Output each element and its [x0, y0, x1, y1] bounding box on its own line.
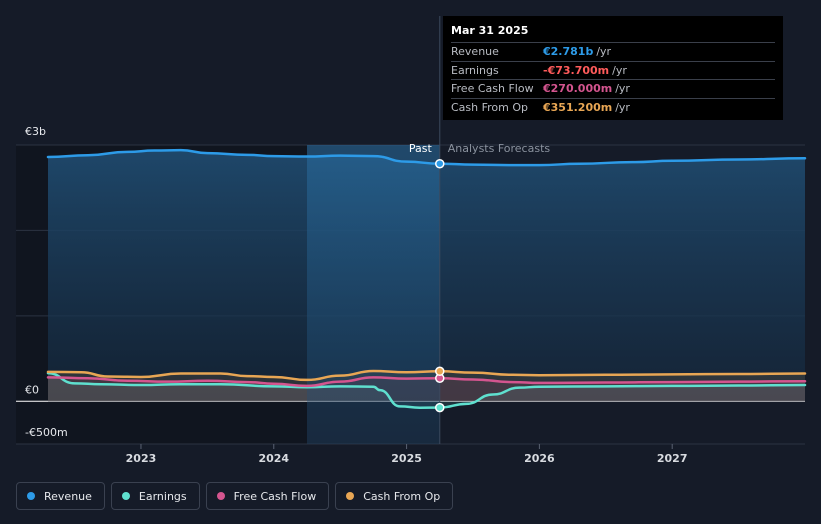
tooltip-label: Free Cash Flow: [451, 82, 534, 95]
marker-revenue: [435, 158, 445, 169]
legend-dot-icon: [346, 492, 355, 500]
legend-label: Cash From Op: [363, 489, 441, 503]
x-tick-label: 2025: [391, 452, 422, 465]
legend-label: Free Cash Flow: [233, 489, 317, 503]
tooltip-label: Earnings: [451, 63, 499, 77]
x-axis-ticks: 2023 2024 2025 2026 2027: [126, 444, 688, 465]
y-axis-label-top: €3b: [25, 125, 46, 138]
tooltip-value: €351.200m: [543, 100, 613, 114]
series-lines: [46, 148, 807, 409]
legend-label: Earnings: [138, 489, 187, 503]
tooltip-unit: /yr: [612, 63, 627, 77]
data-tooltip: Mar 31 2025 Revenue €2.781b /yr Earnings…: [443, 16, 783, 120]
chart-legend: Revenue Earnings Free Cash Flow Cash Fro…: [16, 482, 454, 512]
highlight-band: [306, 145, 440, 444]
tooltip-value: €2.781b: [543, 45, 594, 58]
tooltip-row-cash-from-op: Cash From Op €351.200m /yr: [451, 97, 775, 117]
x-tick-label: 2024: [258, 452, 289, 465]
tooltip-unit: /yr: [615, 100, 630, 114]
legend-label: Revenue: [44, 489, 92, 503]
legend-item-earnings[interactable]: Earnings: [110, 482, 200, 510]
marker-earnings: [435, 402, 445, 413]
tooltip-label: Revenue: [451, 45, 499, 58]
legend-item-free-cash-flow[interactable]: Free Cash Flow: [205, 482, 330, 510]
legend-dot-icon: [27, 492, 35, 500]
legend-item-revenue[interactable]: Revenue: [16, 482, 105, 510]
tooltip-unit: /yr: [596, 45, 612, 58]
legend-item-cash-from-op[interactable]: Cash From Op: [335, 482, 454, 510]
y-axis-label-bottom: -€500m: [25, 426, 68, 439]
marker-cfo: [435, 366, 445, 377]
line-revenue: [46, 148, 807, 167]
forecast-label: Analysts Forecasts: [448, 142, 551, 155]
line-earnings: [46, 371, 807, 409]
tooltip-date: Mar 31 2025: [451, 24, 529, 37]
x-tick-label: 2026: [524, 452, 555, 465]
x-tick-label: 2023: [126, 452, 157, 465]
tooltip-row-revenue: Revenue €2.781b /yr: [451, 42, 775, 61]
y-axis-label-zero: €0: [25, 383, 39, 396]
tooltip-value: €270.000m: [543, 82, 613, 95]
legend-dot-icon: [216, 492, 225, 500]
legend-dot-icon: [121, 492, 130, 500]
x-tick-label: 2027: [657, 452, 688, 465]
tooltip-label: Cash From Op: [451, 100, 529, 114]
line-fcf: [46, 376, 807, 388]
series-markers: [435, 158, 445, 413]
past-label: Past: [409, 142, 433, 155]
area-earnings: [48, 373, 805, 408]
line-cfo: [46, 369, 807, 382]
tooltip-row-free-cash-flow: Free Cash Flow €270.000m /yr: [451, 79, 775, 98]
tooltip-unit: /yr: [615, 82, 630, 95]
tooltip-value: -€73.700m: [543, 63, 610, 77]
tooltip-row-earnings: Earnings -€73.700m /yr: [451, 60, 775, 80]
